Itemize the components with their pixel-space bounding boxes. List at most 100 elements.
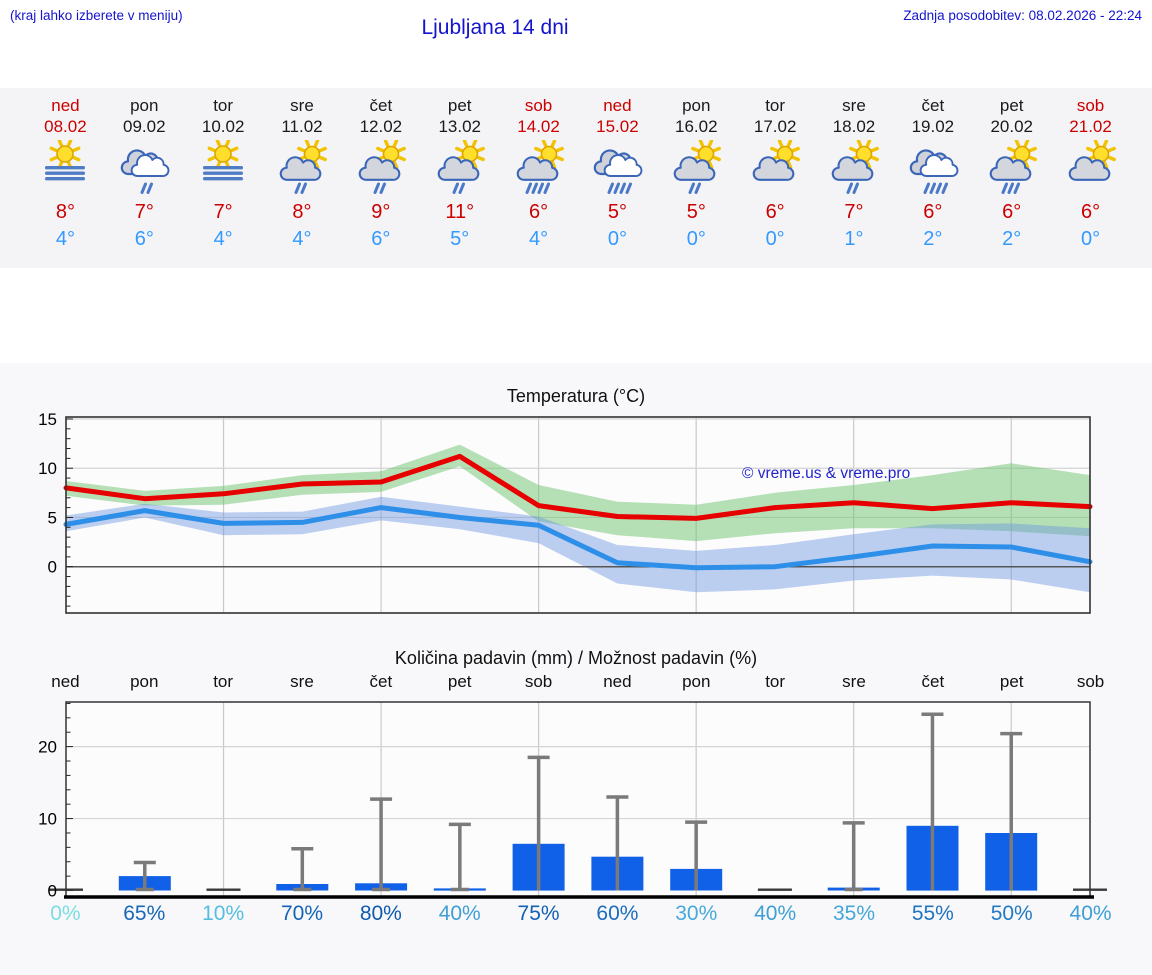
- precip-percent: 65%: [123, 902, 166, 925]
- day-name: čet: [369, 96, 393, 115]
- precipitation-chart-title: Količina padavin (mm) / Možnost padavin …: [394, 648, 758, 668]
- day-column: tor 17.02 6° 0°: [736, 88, 815, 268]
- low-temp: 0°: [1081, 228, 1101, 250]
- svg-text:5: 5: [48, 509, 57, 528]
- svg-text:10: 10: [38, 810, 57, 829]
- day-column: sre 18.02 7° 1°: [815, 88, 894, 268]
- weather-icon-sun-cloud: [1051, 139, 1130, 198]
- low-temp: 0°: [765, 228, 785, 250]
- precip-percent: 35%: [832, 902, 875, 925]
- svg-text:15: 15: [38, 410, 57, 429]
- high-temp: 6°: [1002, 201, 1022, 223]
- watermark-link[interactable]: © vreme.us & vreme.pro: [742, 465, 911, 482]
- precip-day-label: tor: [765, 672, 786, 691]
- high-temp: 8°: [55, 201, 75, 223]
- day-column: tor 10.02 7° 4°: [184, 88, 263, 268]
- precip-day-label: pon: [682, 672, 711, 691]
- day-name: ned: [603, 96, 632, 115]
- day-column: sob 21.02 6° 0°: [1051, 88, 1130, 268]
- day-date: 13.02: [438, 117, 481, 136]
- high-temp: 6°: [765, 201, 785, 223]
- precip-day-label: ned: [51, 672, 80, 691]
- day-column: ned 15.02 5° 0°: [578, 88, 657, 268]
- precip-percent: 0%: [50, 902, 81, 925]
- day-date: 17.02: [753, 117, 797, 136]
- day-name: sob: [1076, 96, 1105, 115]
- svg-text:0: 0: [48, 558, 57, 577]
- precip-day-label: pon: [130, 672, 159, 691]
- day-name: pon: [682, 96, 711, 115]
- precip-day-label: čet: [921, 672, 945, 691]
- last-updated: Zadnja posodobitev: 08.02.2026 - 22:24: [903, 8, 1142, 23]
- precip-percent: 40%: [438, 902, 481, 925]
- day-date: 11.02: [281, 117, 323, 136]
- high-temp: 5°: [686, 201, 706, 223]
- high-temp: 7°: [213, 201, 233, 223]
- day-column: ned 08.02 8° 4°: [26, 88, 105, 268]
- svg-text:10: 10: [38, 459, 57, 478]
- high-temp: 8°: [292, 201, 312, 223]
- weather-icon-clouds-rain-rain: [105, 140, 184, 198]
- low-temp: 0°: [686, 228, 706, 250]
- weather-icon-sun-cloud-rain: [263, 139, 342, 198]
- day-column: sob 14.02 6° 4°: [499, 88, 578, 268]
- day-date: 12.02: [359, 117, 403, 136]
- day-column: čet 12.02 9° 6°: [341, 88, 420, 268]
- precip-percent: 80%: [359, 902, 402, 925]
- weather-icon-sun-cloud-rain: [499, 139, 578, 198]
- weather-icon-sun-cloud-rain: [420, 139, 499, 198]
- low-temp: 5°: [450, 228, 470, 250]
- svg-text:0: 0: [48, 882, 57, 901]
- precip-day-label: tor: [213, 672, 234, 691]
- precip-day-label: ned: [603, 672, 632, 691]
- high-temp: 11°: [445, 201, 475, 223]
- day-name: tor: [765, 96, 786, 115]
- precip-percent: 40%: [754, 902, 797, 925]
- day-name: tor: [213, 96, 234, 115]
- low-temp: 4°: [292, 228, 312, 250]
- day-column: sre 11.02 8° 4°: [263, 88, 342, 268]
- high-temp: 7°: [134, 201, 154, 223]
- svg-text:20: 20: [38, 738, 57, 757]
- low-temp: 4°: [55, 228, 75, 250]
- day-name: ned: [51, 96, 80, 115]
- precip-day-labels: ned pon tor sre čet pet sob ned pon tor sre čet pet s…: [0, 672, 1152, 692]
- precip-day-label: pet: [447, 672, 472, 691]
- day-name: sre: [290, 96, 314, 115]
- weather-icon-clouds-rain-rain: [578, 140, 657, 198]
- high-temp: 9°: [371, 201, 391, 223]
- day-name: čet: [921, 96, 945, 115]
- precip-percent: 60%: [596, 902, 639, 925]
- day-column: pet 13.02 11° 5°: [420, 88, 499, 268]
- weather-icon-clouds-rain-rain: [893, 140, 972, 198]
- day-date: 15.02: [596, 117, 639, 136]
- precipitation-chart: 0 10 20: [38, 701, 1107, 901]
- day-name: sob: [524, 96, 553, 115]
- low-temp: 1°: [844, 228, 864, 250]
- day-date: 09.02: [123, 117, 166, 136]
- day-date: 14.02: [517, 117, 560, 136]
- high-temp: 6°: [1081, 201, 1101, 223]
- day-column: pet 20.02 6° 2°: [972, 88, 1051, 268]
- day-name: pet: [447, 96, 472, 115]
- weather-icon-sun-cloud-rain: [972, 139, 1051, 198]
- day-date: 16.02: [675, 117, 718, 136]
- precip-percent: 10%: [202, 902, 245, 925]
- high-temp: 6°: [529, 201, 549, 223]
- low-temp: 2°: [1002, 228, 1022, 250]
- day-date: 20.02: [990, 117, 1033, 136]
- day-date: 10.02: [201, 117, 245, 136]
- high-temp: 7°: [844, 201, 864, 223]
- precip-percent: 30%: [675, 902, 718, 925]
- high-temp: 6°: [923, 201, 943, 223]
- low-temp: 4°: [529, 228, 549, 250]
- weather-icon-fog-sun: [184, 138, 263, 198]
- precip-day-label: sre: [290, 672, 314, 691]
- low-temp: 0°: [607, 228, 627, 250]
- day-name: pet: [999, 96, 1024, 115]
- page-title: Ljubljana 14 dni: [421, 16, 569, 39]
- precip-percent-row: 0% 65% 10% 70% 80% 40% 75% 60% 30% 40% 35% 55% 50% 40…: [0, 901, 1152, 927]
- weather-icon-sun-cloud: [736, 139, 815, 198]
- temperature-chart-title: Temperatura (°C): [506, 386, 646, 406]
